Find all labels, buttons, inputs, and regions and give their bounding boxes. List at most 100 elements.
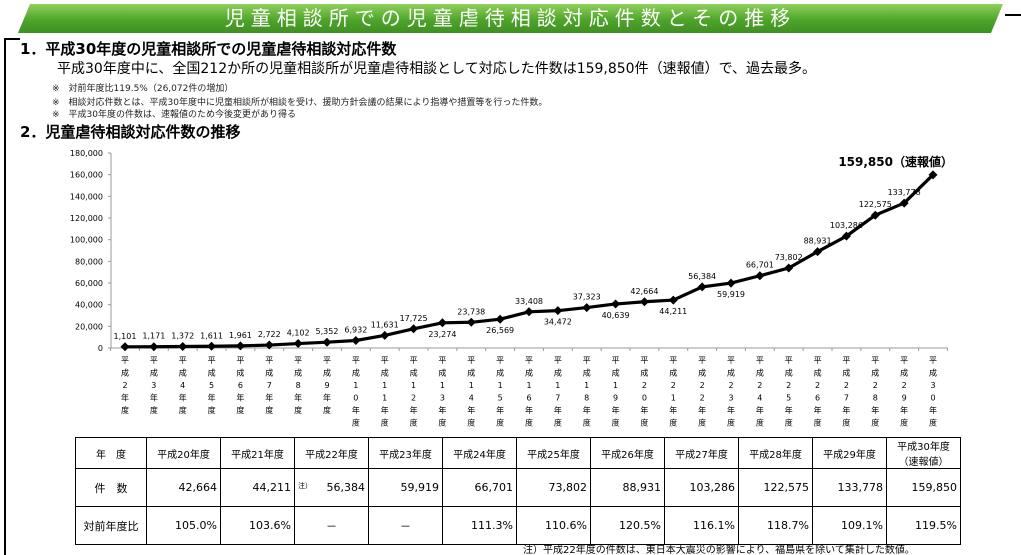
count-value: 56,384 [326,481,366,494]
data-point [149,342,159,352]
data-point [639,297,649,307]
data-label: 40,639 [602,311,630,320]
y-tick-label: 180,000 [70,149,103,158]
data-point [437,318,447,328]
x-tick-label: 平成 2 8 年度 [871,356,879,428]
x-tick-label: 平成 1 5 年度 [496,356,504,428]
data-point [322,337,332,347]
data-label: 73,802 [775,253,803,262]
title-banner: 児童相談所での児童虐待相談対応件数とその推移 [18,4,1003,33]
count-cell: 66,701 [442,468,517,507]
data-label: 103,286 [830,221,863,230]
x-tick-label: 平成 2 2 年度 [698,356,706,428]
ratio-cell: 111.3% [442,506,517,545]
data-point [784,263,794,273]
x-tick-label: 平成 7 年度 [265,356,273,415]
data-point [235,341,245,351]
table-row-ratio: 対前年度比 105.0% 103.6% －－ 111.3% 110.6% 120.5% 116… [75,506,961,545]
count-cell: 133,778 [812,468,887,507]
header-cell-line: 平成30年度 [897,442,950,453]
x-tick-label: 平成 1 3 年度 [438,356,446,428]
count-cell: 103,286 [664,468,739,507]
data-label: 1,171 [142,332,165,341]
row-label: 件 数 [75,468,147,507]
x-tick-label: 平成 1 8 年度 [583,356,591,428]
data-label: 6,932 [344,325,367,334]
x-tick-label: 平成 2 6 年度 [814,356,822,428]
x-tick-label: 平成 6 年度 [236,356,244,415]
x-tick-label: 平成 1 2 年度 [410,356,418,428]
footnote: 注）平成22年度の件数は、東日本大震災の影響により、福島県を除いて集計した数値。 [523,545,915,555]
x-tick-label: 平成 2 9 年度 [900,356,908,428]
x-tick-label: 平成 3 0 年度 [929,356,937,428]
line-chart: 0 20,000 40,000 60,000 80,000 100,000 120,000 1… [70,149,953,428]
header-cell: 平成20年度 [146,437,221,469]
header-cell-line: （速報値） [898,457,949,468]
data-point [899,198,909,208]
data-label: 26,569 [486,326,514,335]
x-tick-label: 平成 9 年度 [323,356,331,415]
data-point [813,247,823,257]
data-label: 11,631 [371,320,399,329]
data-label: 59,919 [717,290,745,299]
x-tick-label: 平成 8 年度 [294,356,302,415]
data-label: 133,778 [888,188,921,197]
x-tick-label: 平成 2 3 年度 [727,356,735,428]
ratio-cell: － [368,506,443,545]
ratio-cell: － [294,506,369,545]
note-3: ※ 平成30年度の件数は、速報値のため今後変更があり得る [52,110,296,120]
header-cell: 平成30年度 （速報値） [886,437,961,469]
header-cell: 平成21年度 [220,437,295,469]
count-cell: 122,575 [738,468,813,507]
data-point [870,210,880,220]
table-row-counts: 件 数 42,664 44,211 注） 56,384 59,919 66,701 73,80… [75,468,961,507]
data-point [264,340,274,350]
data-label: 66,701 [746,261,774,270]
data-point [697,282,707,292]
x-tick-label: 平成 1 0 年度 [352,356,360,428]
y-tick-label: 100,000 [70,236,103,245]
ratio-cell: 120.5% [590,506,665,545]
data-label: 1,611 [200,331,223,340]
data-label: 122,575 [859,200,892,209]
header-cell: 平成28年度 [738,437,813,469]
data-point [351,335,361,345]
section1-body: 平成30年度中に、全国212か所の児童相談所が児童虐待相談として対応した件数は1… [57,61,817,77]
note-1: ※ 対前年度比119.5%（26,072件の増加） [52,84,234,94]
row-label: 対前年度比 [75,506,147,545]
count-cell: 44,211 [220,468,295,507]
data-point [841,231,851,241]
x-tick-label: 平成 2 0 年度 [640,356,648,428]
data-label: 56,384 [688,272,716,281]
data-point [668,295,678,305]
data-point [380,330,390,340]
data-point [553,306,563,316]
data-point [524,307,534,317]
header-cell: 平成22年度 [294,437,369,469]
data-label: 44,211 [659,307,687,316]
ratio-cell: 110.6% [516,506,591,545]
x-tick-label: 平成 2 5 年度 [785,356,793,428]
x-tick-label: 平成 2 4 年度 [756,356,764,428]
y-tick-label: 20,000 [75,322,103,331]
x-tick-label: 平成 2 年度 [121,356,129,415]
data-label: 37,323 [573,293,601,302]
header-cell: 年 度 [75,437,147,469]
header-cell: 平成24年度 [442,437,517,469]
data-point [726,278,736,288]
y-tick-label: 120,000 [70,214,103,223]
x-tick-label: 平成 1 6 年度 [525,356,533,428]
x-tick-label: 平成 1 7 年度 [554,356,562,428]
y-tick-label: 160,000 [70,171,103,180]
count-cell: 73,802 [516,468,591,507]
section2-heading: 2．児童虐待相談対応件数の推移 [20,123,241,141]
note-mark: 注） [298,482,312,490]
series-line [124,173,935,349]
data-label: 4,102 [287,329,310,338]
data-label: 17,725 [400,314,428,323]
y-tick-label: 80,000 [75,257,103,266]
data-label: 1,101 [114,332,137,341]
header-cell: 平成26年度 [590,437,665,469]
y-tick-label: 140,000 [70,192,103,201]
x-tick-label: 平成 1 9 年度 [612,356,620,428]
